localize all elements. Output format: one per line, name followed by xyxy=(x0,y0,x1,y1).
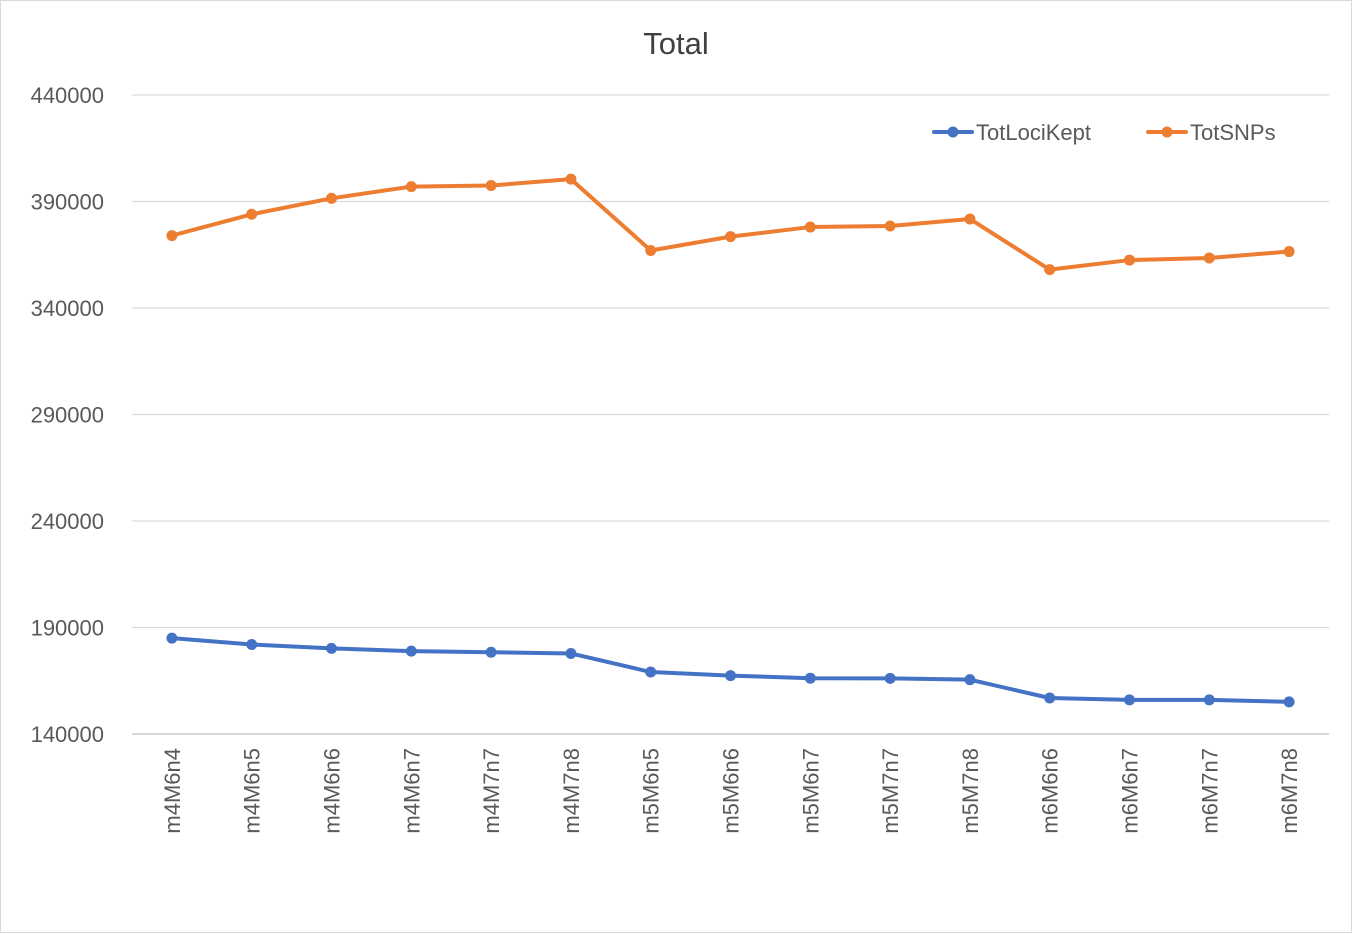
data-point-TotLociKept xyxy=(1124,694,1135,706)
x-tick-label: m5M7n7 xyxy=(878,748,903,834)
x-tick-label: m4M6n6 xyxy=(320,748,345,834)
legend-marker xyxy=(1161,126,1173,138)
data-point-TotLociKept xyxy=(725,670,736,682)
data-point-TotSNPs xyxy=(1044,264,1056,276)
data-point-TotLociKept xyxy=(485,646,497,658)
data-point-TotSNPs xyxy=(565,173,577,185)
data-point-TotLociKept xyxy=(645,666,657,678)
chart-title: Total xyxy=(643,26,708,61)
data-point-TotSNPs xyxy=(485,180,497,192)
y-tick-labels: 140000 190000 240000 290000 340000 390000 4400… xyxy=(31,83,104,747)
data-point-TotLociKept xyxy=(565,647,577,659)
data-point-TotLociKept xyxy=(1044,692,1056,704)
x-tick-label: m6M6n7 xyxy=(1118,748,1143,834)
x-tick-label: m4M6n7 xyxy=(399,748,424,834)
x-tick-label: m5M6n6 xyxy=(719,748,744,834)
x-tick-label: m4M6n5 xyxy=(240,748,265,834)
data-point-TotLociKept xyxy=(166,632,178,644)
y-tick-label: 390000 xyxy=(31,190,104,215)
x-tick-label: m5M6n5 xyxy=(639,748,664,834)
data-point-TotLociKept xyxy=(964,674,976,686)
legend: TotLociKept TotSNPs xyxy=(932,120,1276,145)
data-point-TotLociKept xyxy=(884,672,896,684)
y-tick-label: 190000 xyxy=(31,616,104,641)
data-point-TotLociKept xyxy=(246,639,258,651)
y-tick-label: 290000 xyxy=(31,403,104,428)
data-point-TotSNPs xyxy=(326,192,337,204)
data-point-TotSNPs xyxy=(1203,252,1215,264)
y-tick-label: 240000 xyxy=(31,509,104,534)
data-point-TotLociKept xyxy=(326,642,337,654)
x-tick-label: m6M7n8 xyxy=(1277,748,1302,834)
y-tick-label: 140000 xyxy=(31,722,104,747)
x-tick-label: m4M7n7 xyxy=(479,748,504,834)
data-point-TotLociKept xyxy=(1283,696,1295,708)
data-point-TotSNPs xyxy=(725,231,736,243)
series-line-TotSNPs xyxy=(169,177,1292,272)
series-line-TotLociKept xyxy=(169,636,1292,704)
data-point-TotSNPs xyxy=(1124,254,1135,266)
legend-label: TotLociKept xyxy=(976,120,1091,145)
x-tick-label: m6M6n6 xyxy=(1038,748,1063,834)
grid-lines xyxy=(132,94,1329,735)
y-tick-label: 340000 xyxy=(31,296,104,321)
data-point-TotSNPs xyxy=(405,181,417,193)
x-tick-label: m4M6n4 xyxy=(160,748,185,834)
data-point-TotSNPs xyxy=(964,213,976,225)
x-tick-label: m4M7n8 xyxy=(559,748,584,834)
data-point-TotLociKept xyxy=(405,645,417,657)
legend-marker xyxy=(947,126,959,138)
x-tick-label: m6M7n7 xyxy=(1197,748,1222,834)
y-tick-label: 440000 xyxy=(31,83,104,108)
series-lines xyxy=(166,173,1295,708)
data-point-TotSNPs xyxy=(246,208,258,220)
legend-label: TotSNPs xyxy=(1190,120,1276,145)
data-point-TotLociKept xyxy=(804,672,816,684)
x-tick-labels: m4M6n4 m4M6n5 m4M6n6 m4M6n7 m4M7n7 m4M7n8 m5M6… xyxy=(160,748,1302,834)
data-point-TotSNPs xyxy=(884,220,896,232)
data-point-TotSNPs xyxy=(645,244,657,256)
data-point-TotSNPs xyxy=(166,230,178,242)
data-point-TotSNPs xyxy=(1283,246,1295,258)
x-tick-label: m5M7n8 xyxy=(958,748,983,834)
data-point-TotLociKept xyxy=(1203,694,1215,706)
data-point-TotSNPs xyxy=(804,221,816,233)
x-tick-label: m5M6n7 xyxy=(798,748,823,834)
